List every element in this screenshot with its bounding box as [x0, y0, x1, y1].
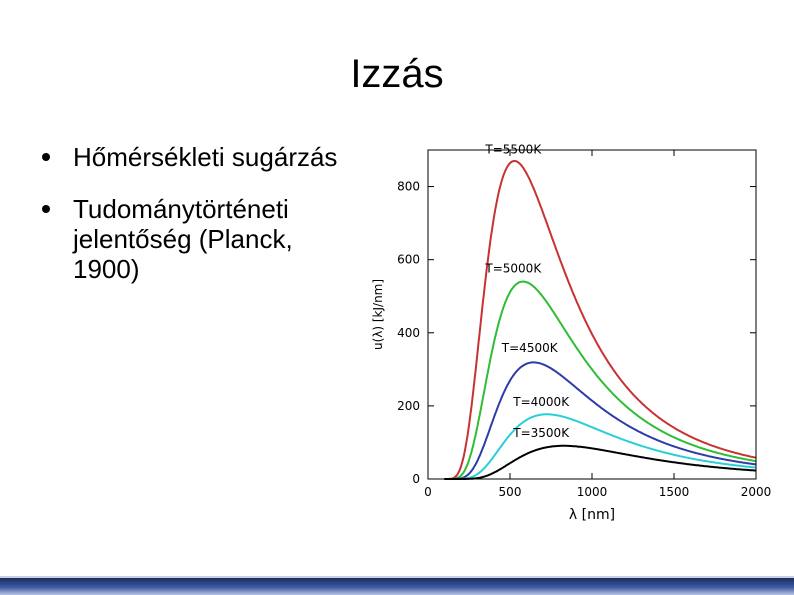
- y-tick-label: 400: [397, 326, 420, 340]
- x-tick-label: 2000: [741, 485, 772, 499]
- series-label-4000: T=4000K: [512, 395, 570, 409]
- footer-divider: [0, 576, 794, 578]
- x-axis-label: λ [nm]: [569, 507, 615, 523]
- bullet-text: Hőmérsékleti sugárzás: [73, 142, 338, 172]
- series-line-5000: [444, 280, 757, 480]
- bullet-dot-icon: [42, 153, 50, 161]
- bullet-text: Tudománytörténeti jelentőség (Planck, 19…: [73, 194, 293, 284]
- y-tick-label: 600: [397, 253, 420, 267]
- slide-title: Izzás: [350, 52, 444, 96]
- series-line-5500: [444, 160, 757, 480]
- x-tick-label: 0: [424, 485, 432, 499]
- series-label-5000: T=5000K: [484, 261, 542, 275]
- y-tick-label: 200: [397, 399, 420, 413]
- x-tick-label: 500: [499, 485, 522, 499]
- y-tick-label: 800: [397, 180, 420, 194]
- y-tick-label: 0: [412, 472, 420, 486]
- series-label-4500: T=4500K: [501, 341, 559, 355]
- bullet-item-history: Tudománytörténeti jelentőség (Planck, 19…: [42, 194, 362, 284]
- bullet-dot-icon: [42, 205, 50, 213]
- series-label-3500: T=3500K: [512, 426, 570, 440]
- footer-bar: [0, 578, 794, 595]
- series-line-4000: [444, 413, 757, 480]
- y-axis-label: u(λ) [kJ/nm]: [371, 279, 385, 350]
- x-tick-label: 1500: [659, 485, 690, 499]
- series-line-3500: [444, 444, 757, 480]
- bullet-list: Hőmérsékleti sugárzás Tudománytörténeti …: [42, 142, 362, 306]
- x-tick-label: 1000: [577, 485, 608, 499]
- series-line-4500: [444, 361, 757, 480]
- bullet-item-thermal-radiation: Hőmérsékleti sugárzás: [42, 142, 362, 172]
